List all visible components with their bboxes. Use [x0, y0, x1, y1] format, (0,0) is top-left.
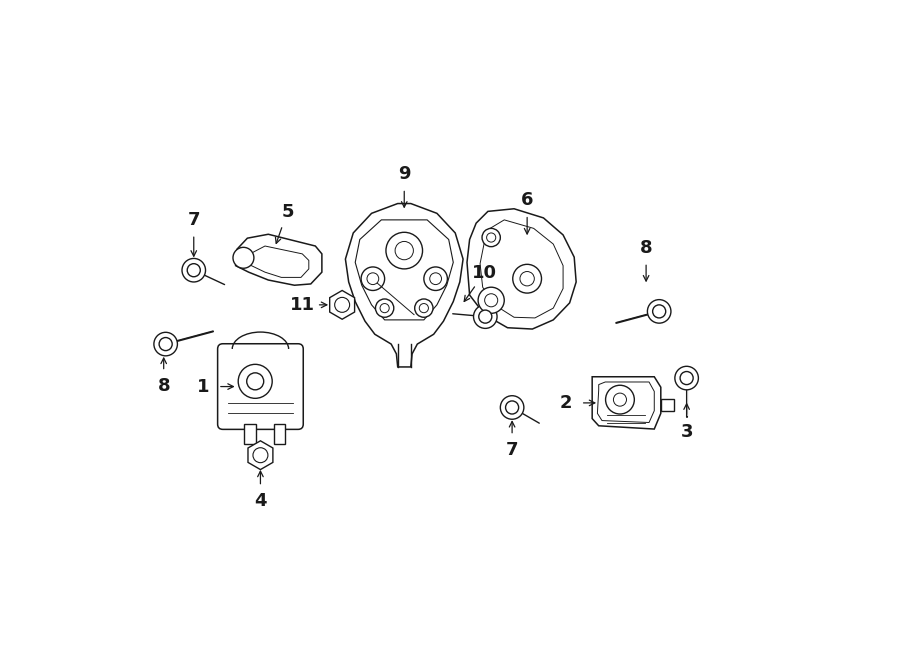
Circle shape [487, 233, 496, 242]
Text: 7: 7 [506, 441, 518, 459]
Bar [661, 399, 674, 410]
Circle shape [238, 364, 272, 399]
Circle shape [429, 273, 442, 285]
Circle shape [375, 299, 394, 317]
Circle shape [424, 267, 447, 291]
Polygon shape [329, 291, 355, 319]
Circle shape [506, 401, 518, 414]
Circle shape [182, 258, 205, 282]
Circle shape [247, 373, 264, 390]
Polygon shape [236, 234, 322, 285]
Circle shape [419, 304, 428, 312]
Polygon shape [346, 203, 464, 367]
Circle shape [159, 338, 172, 351]
Polygon shape [592, 377, 661, 429]
Circle shape [680, 371, 693, 385]
Circle shape [606, 385, 634, 414]
Circle shape [233, 248, 254, 268]
Circle shape [335, 297, 349, 312]
Circle shape [500, 396, 524, 419]
Text: 11: 11 [290, 296, 315, 314]
Text: 8: 8 [640, 239, 652, 257]
Circle shape [415, 299, 433, 317]
Circle shape [380, 304, 389, 312]
Text: 5: 5 [281, 203, 293, 220]
Polygon shape [248, 246, 309, 277]
Text: 3: 3 [680, 422, 693, 441]
FancyBboxPatch shape [218, 344, 303, 430]
Circle shape [361, 267, 384, 291]
Circle shape [367, 273, 379, 285]
Text: 1: 1 [197, 377, 210, 396]
Text: 6: 6 [521, 191, 534, 209]
Circle shape [253, 448, 268, 463]
Circle shape [675, 366, 698, 390]
Circle shape [154, 332, 177, 356]
Bar [244, 424, 256, 444]
Polygon shape [480, 220, 563, 318]
Text: 2: 2 [560, 394, 572, 412]
Circle shape [513, 264, 542, 293]
Text: 7: 7 [187, 211, 200, 229]
Circle shape [484, 294, 498, 307]
Circle shape [473, 305, 497, 328]
Circle shape [647, 300, 670, 323]
Polygon shape [248, 441, 273, 469]
Circle shape [386, 232, 422, 269]
Circle shape [479, 310, 491, 323]
Polygon shape [598, 382, 654, 422]
Polygon shape [356, 220, 454, 320]
Text: 9: 9 [398, 165, 410, 183]
Text: 4: 4 [254, 492, 266, 510]
Circle shape [520, 271, 535, 286]
Circle shape [652, 305, 666, 318]
Circle shape [614, 393, 626, 406]
Bar [274, 424, 285, 444]
Text: 10: 10 [472, 264, 497, 282]
Circle shape [482, 228, 500, 247]
Circle shape [187, 263, 201, 277]
Text: 8: 8 [158, 377, 170, 395]
Circle shape [478, 287, 504, 313]
Polygon shape [467, 209, 576, 329]
Circle shape [395, 242, 413, 260]
